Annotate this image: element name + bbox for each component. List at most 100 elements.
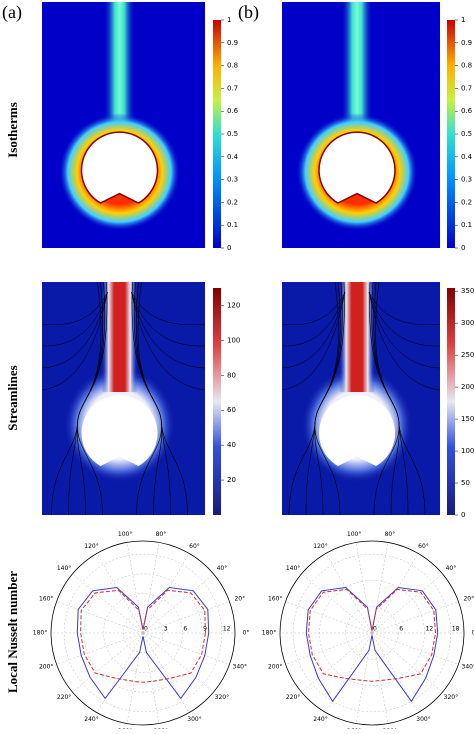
radial-grid (83, 573, 203, 693)
angular-grid (355, 632, 373, 724)
colorbar-tick-label: 300 (461, 319, 474, 327)
radial-tick-label: 9 (203, 626, 207, 633)
colorbar-tick-label: 0.5 (461, 130, 472, 138)
angular-grid (371, 542, 389, 634)
radial-tick-label: 12 (223, 626, 231, 633)
colorbar-tick-label: 100 (227, 336, 240, 344)
plume (101, 282, 138, 392)
angle-tick-label: 140° (57, 565, 71, 572)
angular-grid (142, 553, 190, 634)
streamline (368, 291, 441, 369)
colorbar (447, 20, 455, 248)
colorbar-tick-label: 120 (227, 301, 240, 309)
colorbar-tick-label: 0.8 (227, 62, 238, 70)
streamline (314, 281, 345, 516)
colorbar-tick-label: 0.9 (461, 39, 472, 47)
panel-label: (b) (238, 2, 259, 23)
colorbar (447, 288, 455, 515)
colorbar (213, 288, 221, 515)
colorbar (213, 20, 221, 248)
nusselt-curve (76, 586, 210, 700)
angle-tick-label: 60° (189, 543, 200, 550)
angular-grid (301, 573, 373, 634)
colorbar-tick-label: 50 (461, 479, 470, 487)
colorbar-tick-label: 0.3 (461, 176, 472, 184)
radial-grid (292, 553, 452, 713)
colorbar-tick-label: 60 (227, 406, 236, 414)
streamline (131, 291, 206, 326)
colorbar-tick-label: 100 (461, 447, 474, 455)
radial-grid (63, 553, 223, 713)
streamline (375, 281, 426, 516)
streamline (368, 291, 441, 326)
streamline (281, 291, 346, 369)
colorbar-tick-label: 0.1 (227, 221, 238, 229)
streamline (137, 281, 188, 516)
streamline (41, 291, 108, 369)
angle-tick-label: 340° (462, 664, 474, 671)
angle-tick-label: 120° (313, 543, 327, 550)
radial-tick-label: 6 (183, 626, 187, 633)
angular-grid (56, 601, 144, 634)
streamline (41, 291, 108, 391)
radial-tick-label: 6 (399, 626, 403, 633)
colorbar-tick-label: 0 (227, 244, 231, 252)
colorbar-tick-label: 1 (227, 16, 231, 24)
cylinder (81, 395, 158, 467)
angular-grid (371, 601, 459, 634)
colorbar-tick-label: 0.8 (461, 62, 472, 70)
streamline (131, 291, 206, 369)
angle-tick-label: 160° (268, 595, 282, 602)
angle-tick-label: 320° (215, 694, 229, 701)
colorbar-tick-label: 250 (461, 351, 474, 359)
angular-grid (96, 553, 144, 634)
angle-tick-label: 340° (233, 664, 247, 671)
angle-tick-label: 20° (463, 595, 474, 602)
angle-tick-label: 100° (347, 531, 361, 538)
colorbar-tick-label: 0.7 (461, 84, 472, 92)
angular-grid (371, 632, 389, 724)
streamline (281, 291, 346, 347)
angle-tick-label: 80° (156, 531, 167, 538)
colorbar-tick-label: 1 (461, 16, 465, 24)
colorbar-tick-label: 80 (227, 371, 236, 379)
cylinder (319, 395, 396, 467)
angular-grid (142, 573, 214, 634)
radial-grid (345, 606, 399, 660)
angular-grid (142, 601, 230, 634)
colorbar-tick-label: 0.6 (461, 107, 473, 115)
angular-grid (142, 632, 214, 693)
colorbar-tick-label: 0.2 (227, 198, 238, 206)
angle-tick-label: 220° (57, 694, 71, 701)
streamline (281, 291, 346, 391)
angle-tick-label: 140° (286, 565, 300, 572)
streamline (77, 281, 108, 516)
angle-tick-label: 40° (217, 565, 228, 572)
colorbar-tick-label: 0 (461, 511, 465, 519)
angular-grid (96, 632, 144, 713)
colorbar-tick-label: 0.5 (227, 130, 238, 138)
angle-tick-label: 120° (84, 543, 98, 550)
radial-tick-label: 3 (164, 626, 168, 633)
colorbar-tick-label: 150 (461, 415, 474, 423)
angular-grid (371, 632, 459, 665)
radial-grid (123, 613, 163, 653)
streamline (281, 291, 346, 326)
angle-tick-label: 180° (262, 630, 276, 637)
angular-grid (371, 632, 443, 693)
angular-grid (142, 632, 190, 713)
polar-frame (279, 540, 465, 726)
angle-tick-label: 0° (472, 630, 474, 637)
angular-grid (355, 542, 373, 634)
colorbar-tick-label: 350 (461, 287, 474, 295)
angle-tick-label: 220° (286, 694, 300, 701)
angular-grid (371, 553, 419, 634)
angular-grid (285, 601, 373, 634)
angular-grid (126, 632, 144, 724)
colorbar-tick-label: 40 (227, 441, 236, 449)
streamline (368, 291, 441, 391)
angle-tick-label: 60° (418, 543, 429, 550)
angle-tick-label: 200° (268, 664, 282, 671)
colorbar-tick-label: 0.1 (461, 221, 472, 229)
